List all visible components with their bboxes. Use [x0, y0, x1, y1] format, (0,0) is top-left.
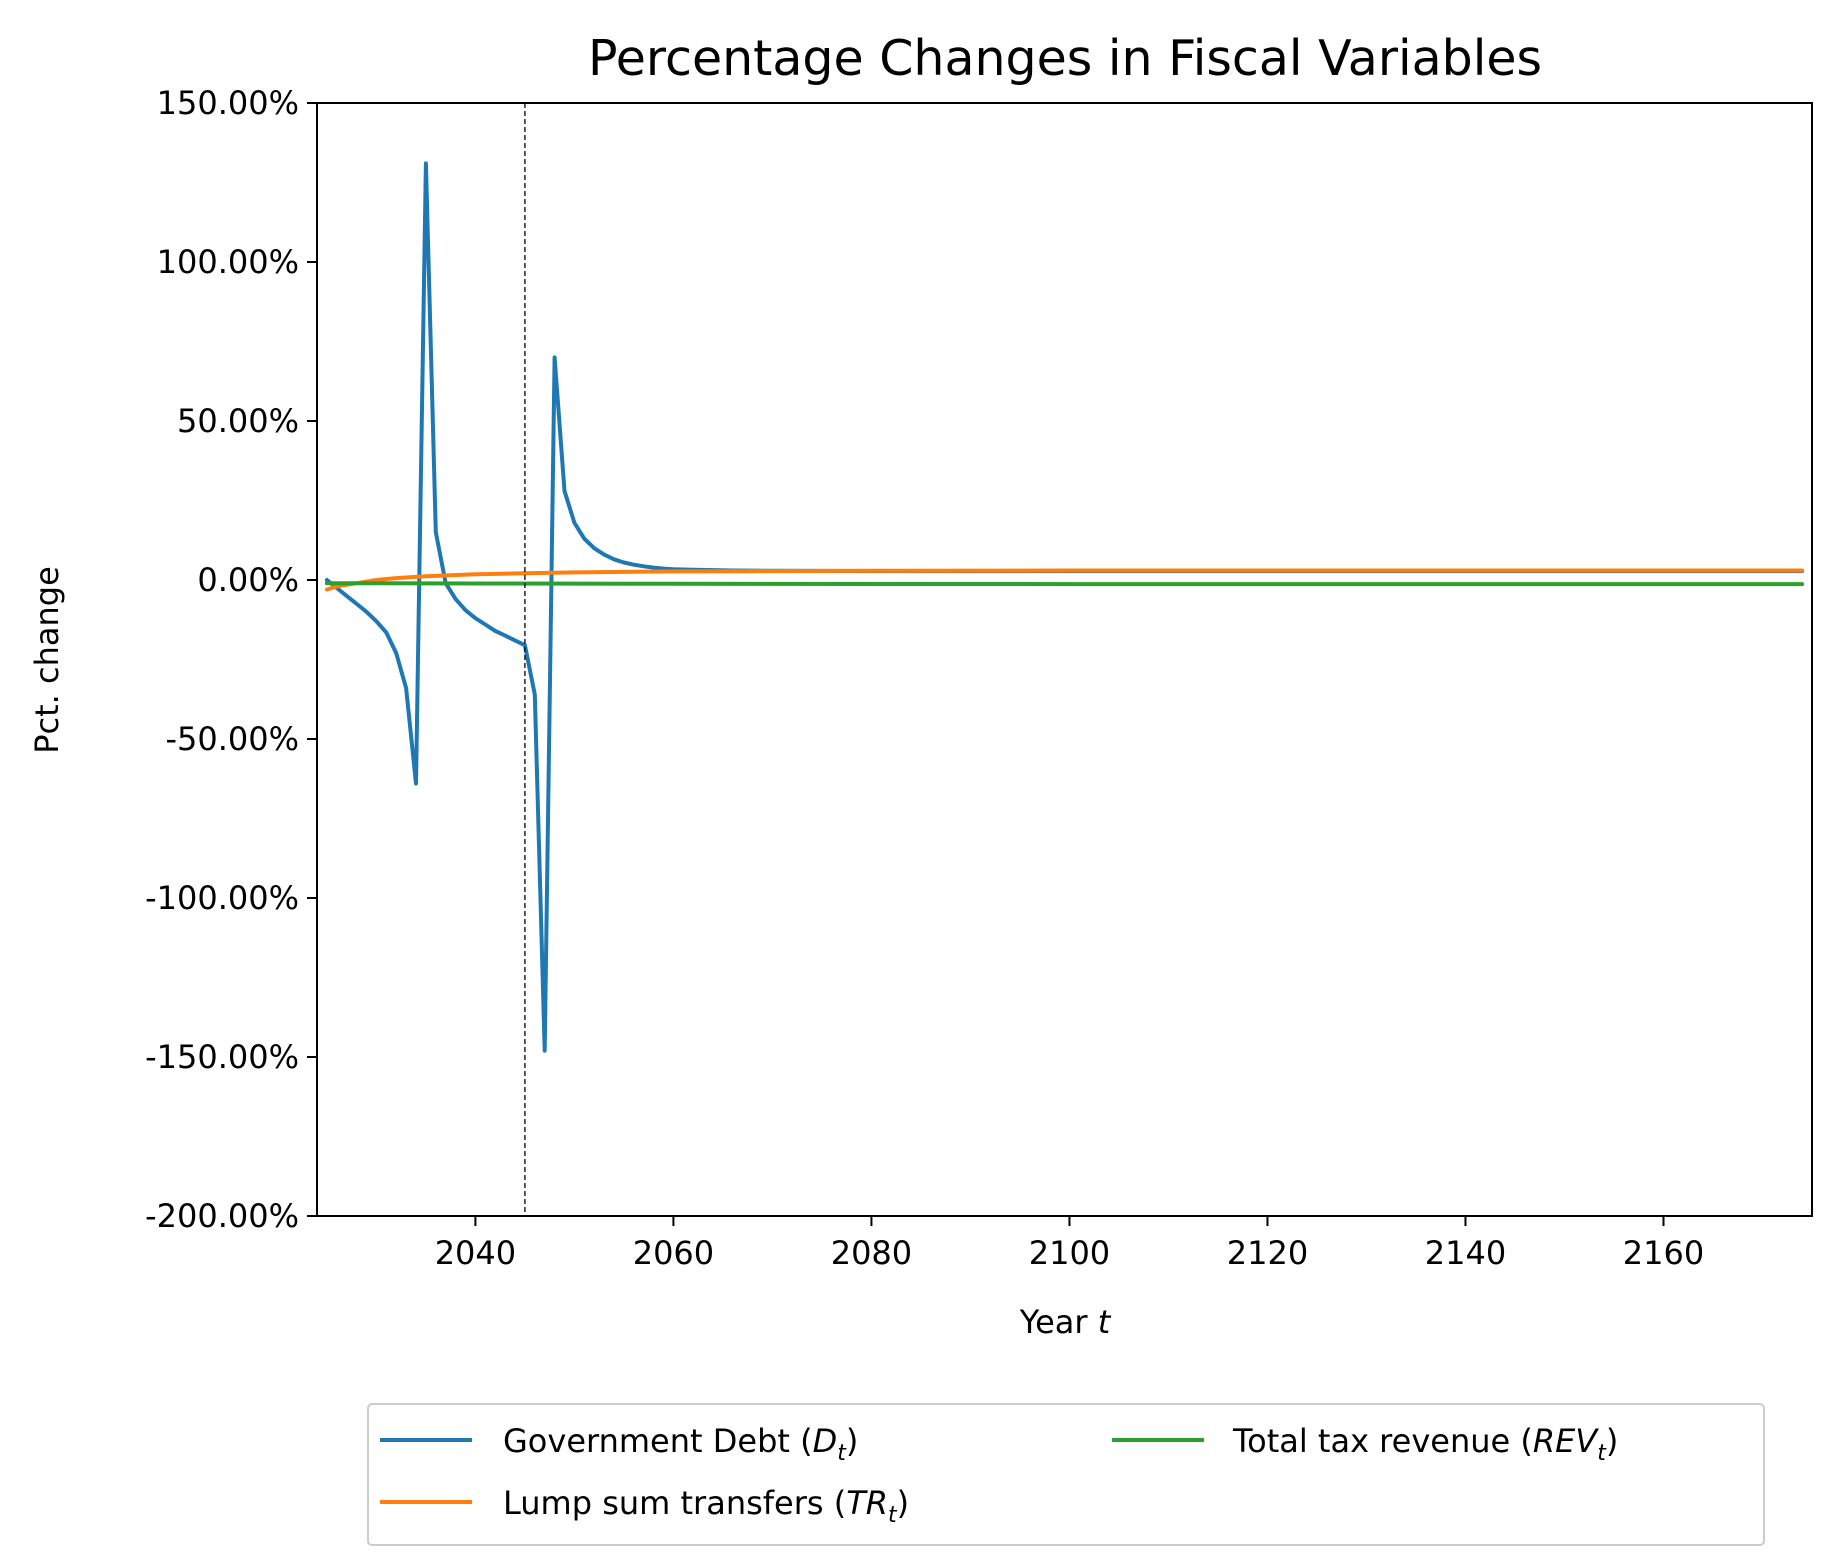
- y-tick-label: -50.00%: [165, 720, 299, 758]
- x-tick-label: 2160: [1623, 1234, 1704, 1272]
- series-line-government-debt: [324, 161, 1805, 1053]
- legend-label-lump-sum-transfers: Lump sum transfers (TRt): [503, 1484, 909, 1528]
- x-tick-label: 2100: [1029, 1234, 1110, 1272]
- y-tick-label: 150.00%: [157, 84, 299, 122]
- x-axis: 2040 2060 2080 2100 2120 2140 2160: [435, 1216, 1704, 1272]
- plot-frame: [316, 102, 1813, 1217]
- y-axis: 150.00% 100.00% 50.00% 0.00% -50.00% -100.00%…: [145, 84, 317, 1235]
- y-tick-label: -100.00%: [145, 879, 299, 917]
- series-line-lump-sum-transfers: [324, 568, 1805, 592]
- legend-box: [367, 1403, 1765, 1546]
- plot-area: [316, 102, 1813, 1217]
- y-axis-label: Pct. change: [28, 566, 66, 754]
- x-tick-label: 2080: [831, 1234, 912, 1272]
- y-tick-label: 50.00%: [177, 402, 299, 440]
- y-tick-label: -150.00%: [145, 1038, 299, 1076]
- x-tick-label: 2120: [1227, 1234, 1308, 1272]
- y-tick-label: -200.00%: [145, 1197, 299, 1235]
- legend: Government Debt (Dt) Lump sum transfers …: [367, 1403, 1765, 1546]
- x-tick-label: 2060: [633, 1234, 714, 1272]
- legend-label-total-tax-revenue: Total tax revenue (REVt): [1232, 1422, 1618, 1466]
- y-tick-label: 100.00%: [157, 243, 299, 281]
- series-line-total-tax-revenue: [324, 581, 1805, 587]
- legend-label-government-debt: Government Debt (Dt): [503, 1422, 858, 1466]
- x-tick-label: 2140: [1425, 1234, 1506, 1272]
- y-tick-label: 0.00%: [197, 561, 299, 599]
- series-layer: [324, 161, 1805, 1053]
- chart-title: Percentage Changes in Fiscal Variables: [588, 30, 1542, 87]
- x-tick-label: 2040: [435, 1234, 516, 1272]
- x-axis-label: Year t: [1019, 1303, 1112, 1341]
